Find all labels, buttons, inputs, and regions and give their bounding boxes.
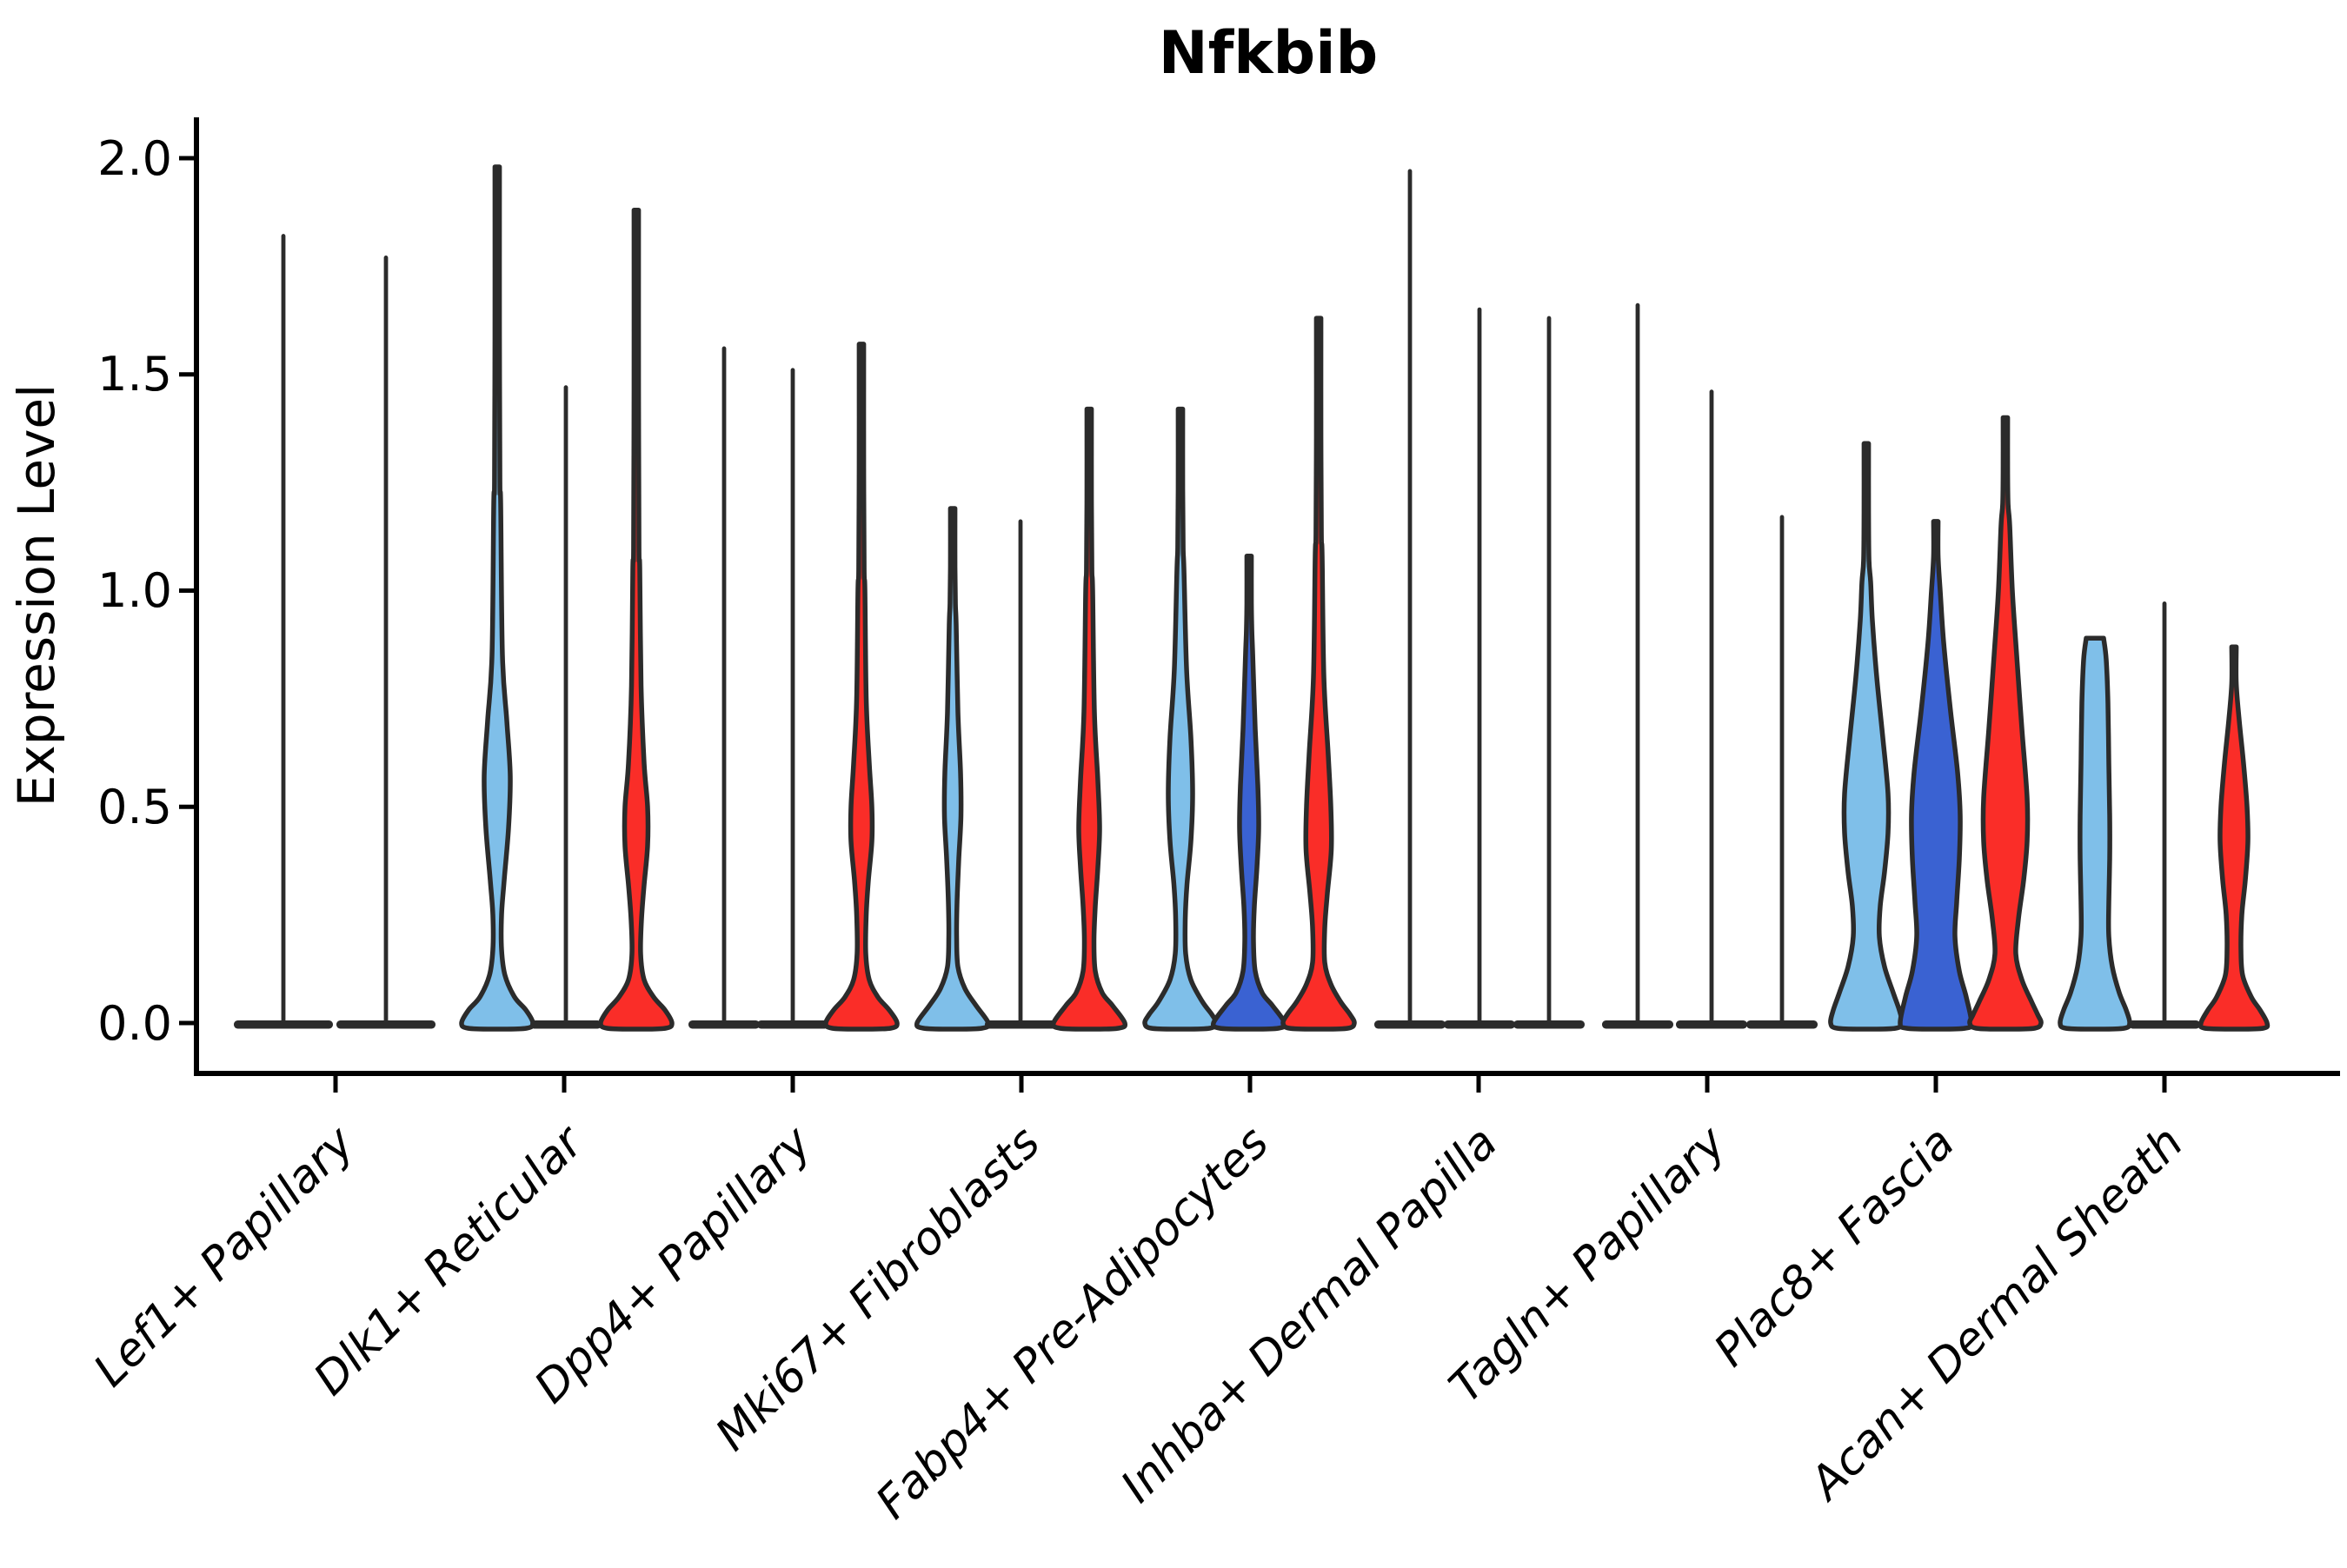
y-axis-label: Expression Level [7, 384, 66, 807]
y-tick-label-0.0: 0.0 [97, 996, 172, 1051]
chart-title: Nfkbib [1159, 19, 1378, 88]
axes [179, 117, 2340, 1093]
violin-body-3-0 [914, 506, 992, 1032]
x-tick-label-inhba-dermal-papilla: Inhba+ Dermal Papilla [1111, 1117, 1507, 1513]
violin-baseline-6-1 [1676, 1020, 1747, 1029]
axis-spines [194, 117, 2340, 1076]
violin-body-4-0 [1142, 406, 1219, 1032]
violin-baseline-0-1 [336, 1020, 435, 1029]
y-tick-label-1.0: 1.0 [97, 563, 172, 618]
violin-body-1-0 [459, 164, 535, 1032]
x-tick-label-fabp4-pre-adipocytes: Fabp4+ Pre-Adipocytes [867, 1117, 1280, 1530]
violin-body-7-1 [1898, 519, 1974, 1032]
violin-body-8-0 [2058, 635, 2132, 1032]
y-tick-label-1.5: 1.5 [97, 347, 172, 402]
violin-baseline-3-1 [985, 1020, 1056, 1029]
violin-baseline-2-1 [757, 1020, 828, 1029]
violin-body-7-2 [1967, 415, 2044, 1032]
y-tick-label-2.0: 2.0 [97, 131, 172, 186]
violin-body-8-2 [2197, 644, 2271, 1032]
violin-baseline-5-1 [1444, 1020, 1515, 1029]
violin-body-4-1 [1210, 553, 1288, 1032]
violin-baseline-6-2 [1746, 1020, 1818, 1029]
violin-body-7-0 [1828, 441, 1905, 1032]
violin-baseline-5-0 [1374, 1020, 1446, 1029]
violin-body-3-2 [1050, 406, 1128, 1032]
x-tick-label-plac8-fascia: Plac8+ Fascia [1705, 1117, 1965, 1377]
violin-body-4-2 [1280, 316, 1357, 1032]
x-tick-label-acan-dermal-sheath: Acan+ Dermal Sheath [1798, 1117, 2193, 1512]
violin-baseline-2-0 [688, 1020, 760, 1029]
violin-body-2-2 [823, 342, 900, 1032]
violin-baseline-6-0 [1602, 1020, 1673, 1029]
violin-baseline-0-0 [234, 1020, 333, 1029]
violin-series [234, 164, 2271, 1032]
violin-baseline-5-2 [1513, 1020, 1585, 1029]
violin-body-1-2 [598, 207, 675, 1032]
y-tick-label-0.5: 0.5 [97, 780, 172, 834]
violin-baseline-1-1 [530, 1020, 602, 1029]
violin-baseline-8-1 [2129, 1020, 2200, 1029]
